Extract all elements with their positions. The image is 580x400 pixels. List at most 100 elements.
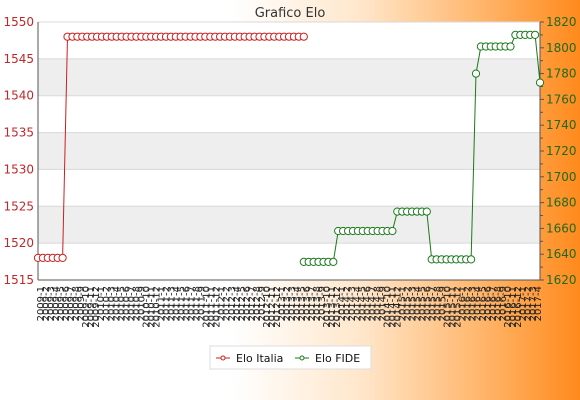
x-tick-label: 2010-10 — [141, 286, 152, 328]
x-tick-label: 2009-7 — [66, 286, 77, 321]
data-point — [58, 253, 67, 262]
x-tick-label: 2012-10 — [262, 286, 273, 328]
x-tick-label: 2016-3 — [468, 286, 479, 321]
x-tick-label: 2016-7 — [488, 286, 499, 321]
x-tick-label: 2015-7 — [428, 286, 439, 321]
x-tick-label: 2011-2 — [162, 286, 173, 321]
x-tick-label: 2009-3 — [46, 286, 57, 321]
y-left-tick-label: 1530 — [3, 162, 34, 176]
y-left-tick-label: 1550 — [3, 15, 34, 29]
x-tick-label: 2016-6 — [483, 286, 494, 321]
x-tick-label: 2009-4 — [51, 286, 62, 321]
x-tick-label: 2015-10 — [443, 286, 454, 328]
x-tick-label: 2014-4 — [352, 286, 363, 321]
x-tick-label: 2017-1 — [518, 286, 529, 321]
x-tick-label: 2011-8 — [192, 286, 203, 321]
x-tick-label: 2014-1 — [337, 286, 348, 321]
data-point — [471, 69, 481, 78]
x-tick-label: 2010-4 — [111, 286, 122, 321]
legend: Elo Italia Elo FIDE — [209, 345, 372, 370]
y-right-tick-label: 1700 — [546, 170, 577, 184]
x-tick-label: 2013-7 — [307, 286, 318, 321]
x-tick-label: 2016-12 — [513, 286, 524, 328]
x-tick-label: 2014-5 — [357, 286, 368, 321]
x-tick-label: 2013-2 — [282, 286, 293, 321]
x-tick-label: 2011-4 — [172, 286, 183, 321]
y-left-tick-label: 1535 — [3, 126, 34, 140]
x-tick-label: 2016-9 — [498, 286, 509, 321]
data-point — [329, 257, 338, 266]
y-right-tick-label: 1760 — [546, 92, 577, 106]
x-tick-label: 2010-9 — [136, 286, 147, 321]
x-tick-label: 2014-7 — [367, 286, 378, 321]
x-tick-label: 2014-12 — [392, 286, 403, 328]
x-tick-label: 2014-10 — [382, 286, 393, 328]
x-tick-label: 2015-3 — [408, 286, 419, 321]
x-tick-label: 2016-11 — [508, 286, 519, 328]
x-tick-label: 2010-1 — [96, 286, 107, 321]
x-tick-label: 2017-4 — [533, 286, 544, 321]
y-left-tick-label: 1515 — [3, 273, 34, 287]
x-tick-label: 2015-1 — [397, 286, 408, 321]
x-tick-label: 2011-3 — [167, 286, 178, 321]
x-tick-label: 2016-1 — [458, 286, 469, 321]
x-tick-label: 2015-4 — [413, 286, 424, 321]
data-point — [299, 32, 308, 41]
x-tick-label: 2017-3 — [528, 286, 539, 321]
x-tick-label: 2010-3 — [106, 286, 117, 321]
x-tick-label: 2010-12 — [152, 286, 163, 328]
y-right-tick-label: 1740 — [546, 118, 577, 132]
y-left-tick-label: 1525 — [3, 199, 34, 213]
x-tick-label: 2009-6 — [61, 286, 72, 321]
x-tick-label: 2009-9 — [76, 286, 87, 321]
data-point — [422, 207, 431, 216]
x-tick-label: 2013-12 — [332, 286, 343, 328]
x-tick-label: 2015-8 — [433, 286, 444, 321]
x-tick-label: 2009-1 — [36, 286, 47, 321]
y-right-tick-label: 1820 — [546, 15, 577, 29]
x-tick-label: 2014-9 — [377, 286, 388, 321]
y-right-tick-label: 1660 — [546, 221, 577, 235]
legend-swatch-marker — [220, 355, 226, 361]
x-tick-label: 2013-11 — [327, 286, 338, 328]
x-tick-label: 2013-1 — [277, 286, 288, 321]
x-tick-label: 2011-10 — [202, 286, 213, 328]
x-tick-label: 2014-11 — [387, 286, 398, 328]
x-tick-label: 2012-12 — [272, 286, 283, 328]
x-tick-label: 2014-3 — [347, 286, 358, 321]
x-tick-label: 2012-4 — [232, 286, 243, 321]
x-tick-label: 2010-8 — [131, 286, 142, 321]
x-tick-label: 2012-8 — [252, 286, 263, 321]
x-tick-label: 2013-8 — [312, 286, 323, 321]
x-tick-label: 2012-1 — [217, 286, 228, 321]
x-tick-label: 2012-3 — [227, 286, 238, 321]
x-tick-label: 2013-4 — [292, 286, 303, 321]
x-tick-label: 2016-5 — [478, 286, 489, 321]
y-right-tick-label: 1640 — [546, 247, 577, 261]
grid-band — [38, 206, 540, 244]
x-tick-label: 2012-7 — [247, 286, 258, 321]
x-tick-label: 2009-5 — [56, 286, 67, 321]
x-tick-label: 2011-11 — [207, 286, 218, 328]
data-point — [388, 226, 397, 236]
x-tick-label: 2016-4 — [473, 286, 484, 321]
y-left-tick-label: 1540 — [3, 89, 34, 103]
y-right-tick-label: 1720 — [546, 144, 577, 158]
data-point — [535, 78, 545, 87]
grid-band — [38, 58, 540, 96]
data-point — [506, 42, 515, 51]
x-tick-label: 2015-6 — [423, 286, 434, 321]
data-point — [531, 30, 540, 40]
x-tick-label: 2012-2 — [222, 286, 233, 321]
x-tick-label: 2014-2 — [342, 286, 353, 321]
x-tick-label: 2011-9 — [197, 286, 208, 321]
x-tick-label: 2010-2 — [101, 286, 112, 321]
legend-box — [209, 345, 372, 370]
x-tick-label: 2015-5 — [418, 286, 429, 321]
y-right-tick-label: 1680 — [546, 196, 577, 210]
x-tick-label: 2009-8 — [71, 286, 82, 321]
y-right-tick-label: 1620 — [546, 273, 577, 287]
x-tick-label: 2013-6 — [302, 286, 313, 321]
